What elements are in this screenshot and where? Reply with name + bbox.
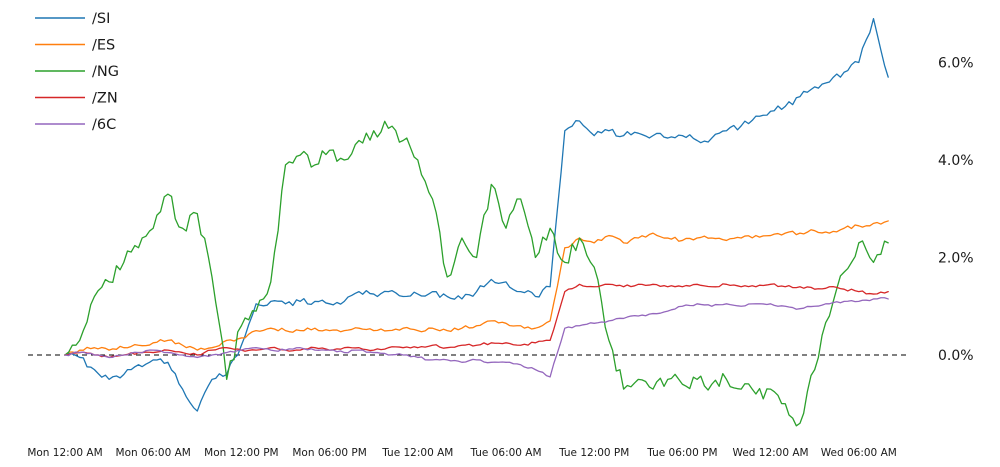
x-tick-label: Tue 12:00 PM bbox=[558, 447, 629, 459]
y-tick-label: 2.0% bbox=[938, 251, 974, 267]
series-line-6c bbox=[64, 297, 889, 378]
x-tick-label: Mon 12:00 AM bbox=[27, 447, 102, 459]
y-tick-label: 4.0% bbox=[938, 153, 974, 169]
legend-item-ng: /NG bbox=[35, 64, 119, 80]
x-tick-label: Mon 06:00 AM bbox=[116, 447, 191, 459]
legend-label: /ZN bbox=[92, 91, 118, 107]
x-tick-label: Tue 06:00 PM bbox=[646, 447, 717, 459]
y-tick-label: 0.0% bbox=[938, 348, 974, 364]
legend: /SI/ES/NG/ZN/6C bbox=[35, 11, 119, 133]
x-axis-labels: Mon 12:00 AM Mon 06:00 AM Mon 12:00 PM Mon … bbox=[27, 447, 897, 459]
series-line-es bbox=[64, 220, 889, 356]
x-tick-label: Tue 06:00 AM bbox=[469, 447, 541, 459]
legend-item-si: /SI bbox=[35, 11, 110, 27]
legend-label: /6C bbox=[92, 117, 116, 133]
legend-item-es: /ES bbox=[35, 38, 115, 54]
legend-item-6c: /6C bbox=[35, 117, 116, 133]
y-axis-labels: 0.0% 2.0% 4.0% 6.0% bbox=[938, 56, 974, 365]
series-line-ng bbox=[64, 120, 889, 427]
legend-label: /ES bbox=[92, 38, 115, 54]
y-tick-label: 6.0% bbox=[938, 56, 974, 72]
series-line-zn bbox=[64, 283, 889, 359]
legend-label: /SI bbox=[92, 11, 110, 27]
series-lines bbox=[64, 17, 889, 427]
x-tick-label: Mon 06:00 PM bbox=[292, 447, 366, 459]
x-tick-label: Mon 12:00 PM bbox=[204, 447, 278, 459]
x-tick-label: Wed 06:00 AM bbox=[821, 447, 897, 459]
series-line-si bbox=[64, 17, 889, 412]
x-tick-label: Tue 12:00 AM bbox=[381, 447, 453, 459]
x-tick-label: Wed 12:00 AM bbox=[733, 447, 809, 459]
legend-label: /NG bbox=[92, 64, 119, 80]
legend-item-zn: /ZN bbox=[35, 91, 118, 107]
